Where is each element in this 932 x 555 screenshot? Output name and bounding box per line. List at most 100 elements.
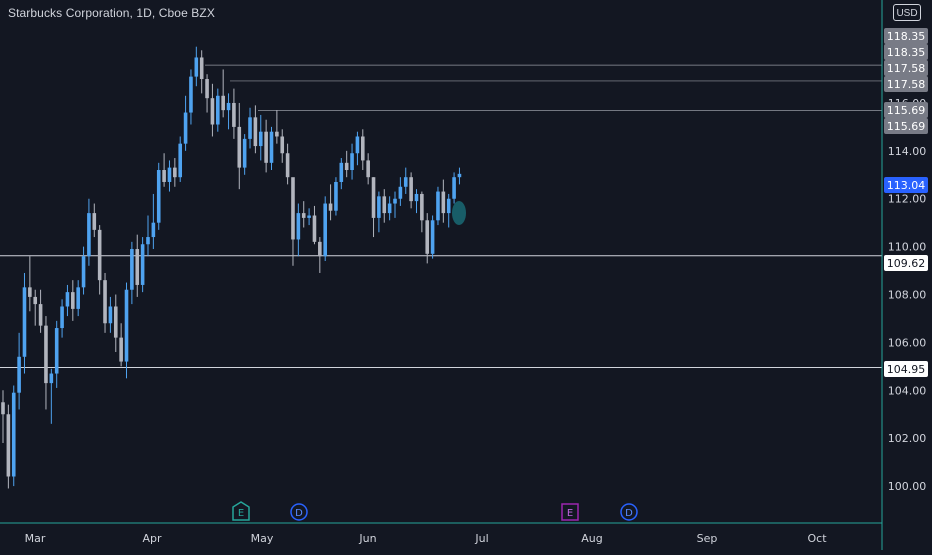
candle-body [44,325,48,384]
candle-body [420,193,424,221]
price-label-badge[interactable] [884,255,928,271]
price-label-badge[interactable] [884,44,928,60]
price-label-text: 118.35 [887,46,926,59]
candle-body [446,198,451,214]
candle-body [210,98,215,125]
candle-body [11,392,16,477]
candle-body [264,131,268,163]
x-axis-tick-label: Jul [474,532,488,545]
price-label-badge[interactable] [884,60,928,76]
highlight-marker[interactable] [452,201,466,225]
candle-body [430,220,435,254]
candle-body [269,131,274,163]
candle-body [307,215,311,218]
candle-body [76,287,80,309]
candle-body [146,237,150,245]
candle-body [194,57,199,77]
price-label-badge[interactable] [884,76,928,92]
candle-body [248,117,252,139]
candle-body [87,213,91,257]
candle-body [97,229,102,281]
candle-body [226,102,231,111]
candle-body [237,126,242,168]
candle-body [312,215,317,242]
y-axis-tick-label: 108.00 [888,289,927,302]
currency-button[interactable]: USD [893,4,921,21]
price-label-text: 115.69 [887,104,926,117]
candle-body [328,203,333,211]
candle-body [65,292,70,307]
candle-body [130,249,134,290]
candle-body [280,136,285,154]
x-axis-tick-label: May [251,532,274,545]
candle-body [199,57,204,80]
candle-body [81,256,86,288]
candle-body [151,222,156,238]
price-label-badge[interactable] [884,118,928,134]
dividend-marker-circle[interactable] [620,503,638,521]
candle-body [242,138,247,168]
candle-body [436,191,440,221]
price-label-text: 115.69 [887,120,926,133]
y-axis-tick-label: 110.00 [888,241,927,254]
y-axis-tick-label: 104.00 [888,384,927,397]
price-label-badge[interactable] [884,177,928,193]
candle-body [108,306,113,324]
candle-body [258,131,263,147]
candle-body [414,193,419,202]
candle-body [17,356,21,393]
candle-body [135,249,140,285]
earnings-marker-shape[interactable] [232,501,250,521]
candle-body [360,136,365,161]
x-axis-tick-label: Apr [142,532,162,545]
candle-body [301,213,306,218]
candle-body [178,143,183,178]
y-axis-tick-label: 106.00 [888,336,927,349]
candle-body [285,153,290,178]
candle-body [103,280,107,324]
candle-body [221,95,225,111]
candle-body [173,167,177,178]
dividend-marker-label: D [625,508,633,519]
price-label-badge[interactable] [884,28,928,44]
candle-body [22,287,27,357]
candle-body [371,177,376,218]
candle-body [398,186,403,199]
price-label-text: 117.58 [887,62,926,75]
candle-body [60,306,64,329]
candle-body [119,337,123,362]
x-axis-tick-label: Mar [25,532,46,545]
candle-body [403,177,408,187]
x-axis-tick-label: Sep [697,532,718,545]
earnings-marker-shape[interactable] [561,503,579,521]
x-axis-tick-label: Oct [807,532,827,545]
candle-body [296,213,301,240]
earnings-marker-label: E [238,508,244,519]
candle-body [156,170,161,223]
dividend-marker-circle[interactable] [290,503,308,521]
candle-body [113,306,118,338]
price-label-badge[interactable] [884,102,928,118]
candle-body [344,162,349,171]
candle-body [393,198,397,204]
candle-body [409,177,413,202]
price-label-text: 117.58 [887,78,926,91]
candle-body [38,304,43,326]
y-axis-tick-label: 114.00 [888,145,927,158]
candle-body [339,162,344,182]
candle-body [189,76,193,113]
candle-body [140,244,145,285]
candle-body [33,296,38,305]
price-label-text: 109.62 [887,257,926,270]
candle-body [275,131,279,137]
candle-body [162,170,166,182]
candle-body [124,289,129,362]
y-axis-tick-label: 112.00 [888,193,927,206]
price-label-badge[interactable] [884,361,928,377]
earnings-marker-label: E [567,508,573,519]
candle-body [71,292,75,309]
candle-body [49,373,54,384]
candle-body [377,196,381,218]
